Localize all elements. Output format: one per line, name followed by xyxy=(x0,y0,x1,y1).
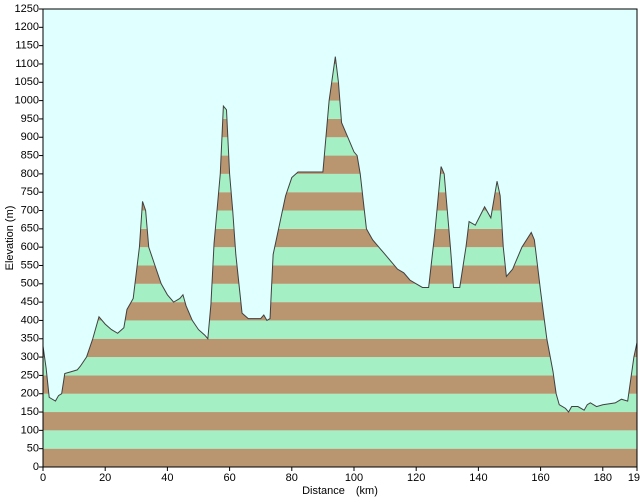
x-tick-label: 120 xyxy=(407,472,425,484)
y-tick-label: 400 xyxy=(21,314,39,326)
y-tick-label: 100 xyxy=(21,424,39,436)
elevation-band xyxy=(43,412,637,431)
y-tick-label: 1200 xyxy=(15,21,39,33)
y-tick-label: 550 xyxy=(21,259,39,271)
elevation-band xyxy=(43,357,637,376)
y-tick-label: 750 xyxy=(21,186,39,198)
x-tick-label: 80 xyxy=(286,472,298,484)
elevation-band xyxy=(43,430,637,449)
y-tick-label: 500 xyxy=(21,278,39,290)
x-tick-label: 180 xyxy=(594,472,612,484)
y-tick-label: 700 xyxy=(21,204,39,216)
y-tick-label: 650 xyxy=(21,223,39,235)
x-tick-label: 140 xyxy=(469,472,487,484)
y-tick-label: 950 xyxy=(21,113,39,125)
x-tick-label: 160 xyxy=(531,472,549,484)
y-tick-label: 1000 xyxy=(15,95,39,107)
elevation-band xyxy=(43,375,637,394)
y-tick-label: 600 xyxy=(21,241,39,253)
elevation-band xyxy=(43,448,637,467)
y-tick-label: 200 xyxy=(21,388,39,400)
elevation-band xyxy=(43,393,637,413)
x-tick-label: 40 xyxy=(161,472,173,484)
x-tick-label: 0 xyxy=(40,472,46,484)
y-tick-label: 350 xyxy=(21,333,39,345)
y-tick-label: 1250 xyxy=(15,3,39,15)
y-tick-label: 450 xyxy=(21,296,39,308)
y-tick-label: 300 xyxy=(21,351,39,363)
y-tick-label: 1050 xyxy=(15,76,39,88)
profile-line xyxy=(42,56,638,413)
y-tick-label: 800 xyxy=(21,168,39,180)
x-axis-label: Distance (km) xyxy=(302,485,378,497)
x-tick-label: 100 xyxy=(345,472,363,484)
x-tick-label: 191 xyxy=(628,472,640,484)
y-tick-label: 850 xyxy=(21,149,39,161)
y-tick-label: 50 xyxy=(27,443,39,455)
y-tick-label: 0 xyxy=(33,461,39,473)
y-axis-label: Elevation (m) xyxy=(4,206,16,271)
y-tick-label: 1150 xyxy=(15,40,39,52)
elevation-band xyxy=(43,320,637,339)
y-tick-label: 900 xyxy=(21,131,39,143)
y-tick-label: 1100 xyxy=(15,58,39,70)
x-tick-label: 60 xyxy=(223,472,235,484)
x-tick-label: 20 xyxy=(99,472,111,484)
y-tick-label: 250 xyxy=(21,369,39,381)
y-tick-label: 150 xyxy=(21,406,39,418)
plot-frame xyxy=(42,8,638,468)
elevation-band xyxy=(43,338,637,358)
